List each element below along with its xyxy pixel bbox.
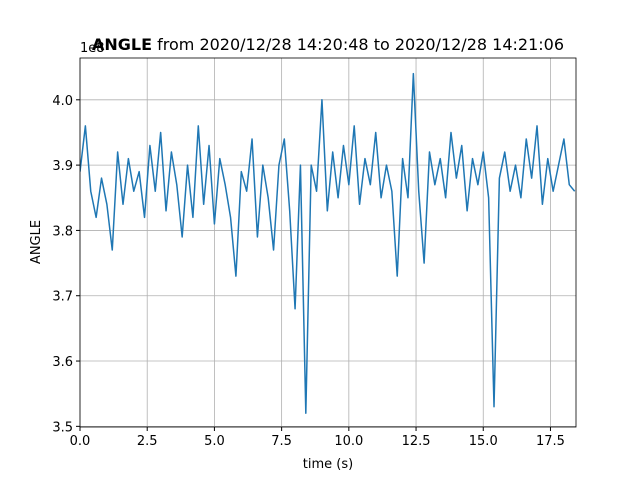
y-offset-text: 1e8 [80, 41, 105, 56]
x-tick-label: 15.0 [469, 434, 498, 449]
y-tick-label: 3.6 [52, 355, 73, 370]
y-tick-label: 3.7 [52, 290, 73, 305]
data-line [80, 72, 576, 415]
axes-frame [79, 57, 577, 428]
y-axis-label: ANGLE [29, 220, 44, 264]
plot-area: 0.0 2.5 5.0 7.5 10.0 12.5 15.0 17.5 3.5 3.6 3.7 3.8… [52, 57, 577, 449]
x-tick-label: 2.5 [137, 434, 158, 449]
title-rest: from 2020/12/28 14:20:48 to 2020/12/28 1… [152, 35, 564, 54]
x-tick-label: 5.0 [204, 434, 225, 449]
x-tick-label: 7.5 [271, 434, 292, 449]
chart-title: ANGLE from 2020/12/28 14:20:48 to 2020/1… [92, 35, 564, 54]
x-axis-label: time (s) [303, 457, 353, 472]
x-tick-label: 12.5 [402, 434, 431, 449]
y-tick-label: 3.5 [52, 420, 73, 435]
title-bold: ANGLE [92, 35, 152, 54]
x-tick-label: 17.5 [536, 434, 565, 449]
y-tick-label: 4.0 [52, 94, 73, 109]
x-tick-label: 10.0 [334, 434, 363, 449]
x-tick-label: 0.0 [70, 434, 91, 449]
y-tick-label: 3.9 [52, 159, 73, 174]
y-tick-label: 3.8 [52, 224, 73, 239]
